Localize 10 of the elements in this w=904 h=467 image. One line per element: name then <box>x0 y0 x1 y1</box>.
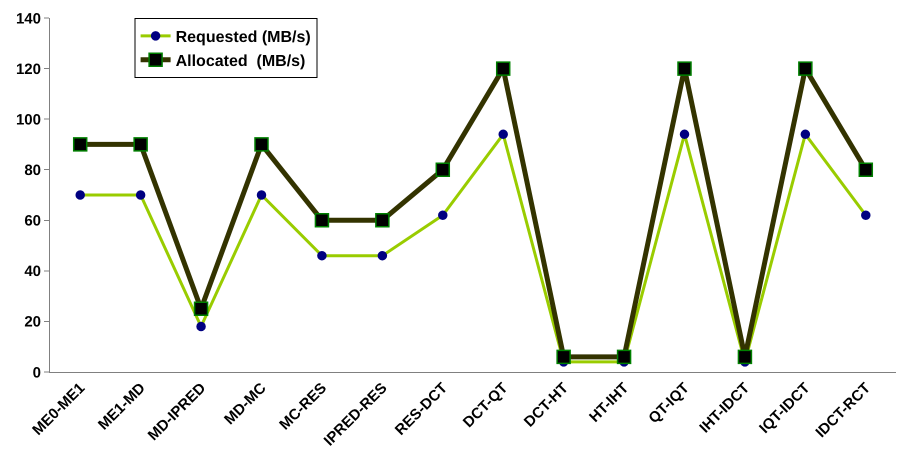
y-tick-label: 80 <box>24 162 41 179</box>
y-tick-label: 120 <box>16 60 41 78</box>
y-tick-label: 140 <box>16 10 41 28</box>
legend-label: Requested (MB/s) <box>176 29 311 46</box>
y-tick-label: 20 <box>24 314 41 331</box>
y-tick-label: 40 <box>24 263 41 280</box>
y-tick-label: 60 <box>24 212 41 230</box>
y-tick-label: 0 <box>32 364 41 382</box>
y-tick-label: 100 <box>16 111 41 128</box>
legend-label: Allocated (MB/s) <box>176 52 306 70</box>
